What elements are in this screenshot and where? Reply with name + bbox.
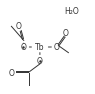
- Text: O: O: [16, 22, 22, 31]
- Text: O: O: [21, 42, 27, 52]
- Text: O: O: [54, 42, 60, 52]
- Text: O: O: [37, 57, 43, 66]
- Text: O: O: [8, 69, 14, 78]
- Text: H₂O: H₂O: [64, 7, 79, 16]
- Text: O: O: [63, 29, 69, 38]
- Text: Tb: Tb: [35, 42, 45, 52]
